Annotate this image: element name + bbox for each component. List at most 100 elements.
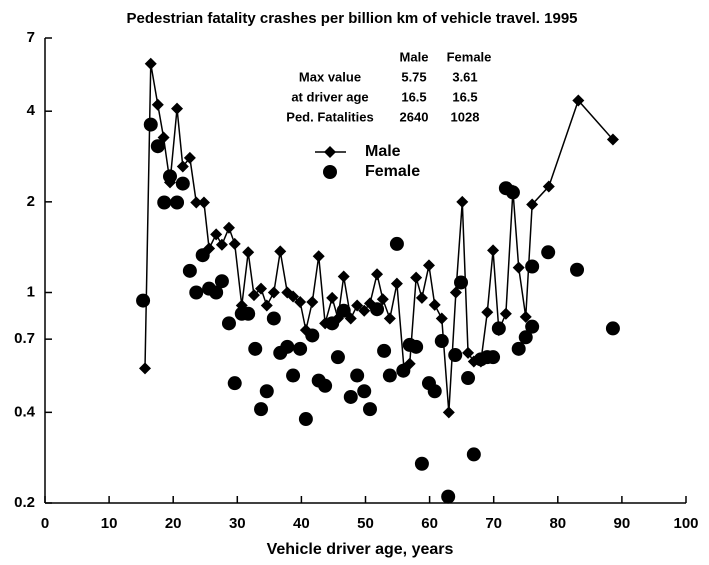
- data-point: [162, 169, 177, 184]
- x-tick-label: 80: [549, 515, 566, 532]
- data-point: [336, 303, 351, 318]
- x-tick-label: 20: [165, 515, 182, 532]
- x-tick-label: 60: [421, 515, 438, 532]
- series-line: [144, 63, 614, 413]
- data-point: [221, 316, 236, 331]
- data-point: [197, 196, 210, 209]
- y-tick-label: 0.2: [14, 494, 35, 511]
- data-point: [170, 195, 185, 210]
- data-point: [266, 311, 281, 326]
- data-point: [434, 334, 449, 349]
- data-point: [427, 384, 442, 399]
- data-point: [337, 270, 350, 283]
- data-point: [227, 376, 242, 391]
- data-point: [435, 312, 448, 325]
- data-point: [491, 321, 506, 336]
- data-point: [466, 447, 481, 462]
- data-point: [409, 339, 424, 354]
- y-tick-label: 2: [27, 193, 35, 210]
- data-point: [325, 316, 340, 331]
- data-point: [267, 286, 280, 299]
- data-point: [318, 378, 333, 393]
- x-tick-label: 100: [673, 515, 698, 532]
- y-tick-label: 0.4: [14, 403, 36, 420]
- data-point: [294, 295, 307, 308]
- data-point: [242, 246, 255, 259]
- data-point: [255, 282, 268, 295]
- data-point: [182, 263, 197, 278]
- data-point: [541, 245, 556, 260]
- data-point: [241, 306, 256, 321]
- data-point: [481, 306, 494, 319]
- data-point: [371, 268, 384, 281]
- data-point: [410, 271, 423, 284]
- data-point: [305, 328, 320, 343]
- annotation-value: 5.75: [401, 69, 426, 84]
- data-point: [570, 262, 585, 277]
- data-point: [414, 456, 429, 471]
- x-tick-label: 40: [293, 515, 310, 532]
- chart-title: Pedestrian fatality crashes per billion …: [126, 10, 577, 27]
- data-point: [280, 339, 295, 354]
- data-point: [383, 312, 396, 325]
- x-tick-label: 0: [41, 515, 49, 532]
- data-point: [351, 299, 364, 312]
- data-point: [382, 368, 397, 383]
- data-point: [254, 402, 269, 417]
- data-point: [454, 275, 469, 290]
- y-tick-label: 7: [27, 29, 35, 46]
- data-point: [572, 94, 585, 107]
- x-tick-label: 70: [485, 515, 502, 532]
- data-point: [415, 291, 428, 304]
- data-point: [389, 236, 404, 251]
- annotation-label: Max value: [299, 69, 361, 84]
- x-tick-label: 90: [614, 515, 631, 532]
- data-point: [462, 346, 475, 359]
- data-point: [526, 198, 539, 211]
- data-point: [343, 389, 358, 404]
- data-point: [441, 489, 456, 504]
- data-point: [298, 412, 313, 427]
- annotation-label: at driver age: [291, 89, 368, 104]
- data-point: [376, 293, 389, 306]
- data-point: [157, 195, 172, 210]
- annotation-header: Female: [447, 49, 492, 64]
- data-point: [209, 285, 224, 300]
- data-point: [287, 290, 300, 303]
- y-tick-label: 0.7: [14, 330, 35, 347]
- data-point: [448, 348, 463, 363]
- annotation-value: 2640: [400, 109, 429, 124]
- data-point: [358, 304, 371, 317]
- annotation-value: 1028: [451, 109, 480, 124]
- data-point: [143, 117, 158, 132]
- data-point: [377, 343, 392, 358]
- data-point: [456, 195, 469, 208]
- x-tick-label: 50: [357, 515, 374, 532]
- legend-marker: [323, 165, 337, 179]
- data-point: [312, 250, 325, 263]
- data-point: [151, 98, 164, 111]
- data-point: [286, 368, 301, 383]
- data-point: [512, 261, 525, 274]
- data-point: [442, 406, 455, 419]
- data-point: [390, 277, 403, 290]
- data-point: [215, 238, 228, 251]
- data-point: [144, 57, 157, 70]
- data-point: [248, 341, 263, 356]
- data-point: [195, 248, 210, 263]
- data-point: [330, 350, 345, 365]
- data-point: [605, 321, 620, 336]
- annotation-value: 3.61: [452, 69, 477, 84]
- data-point: [150, 139, 165, 154]
- data-point: [542, 180, 555, 193]
- data-point: [259, 384, 274, 399]
- data-point: [396, 363, 411, 378]
- data-point: [519, 310, 532, 323]
- data-point: [422, 259, 435, 272]
- annotation-header: Male: [400, 49, 429, 64]
- data-point: [428, 298, 441, 311]
- data-point: [175, 176, 190, 191]
- data-point: [326, 291, 339, 304]
- data-point: [189, 285, 204, 300]
